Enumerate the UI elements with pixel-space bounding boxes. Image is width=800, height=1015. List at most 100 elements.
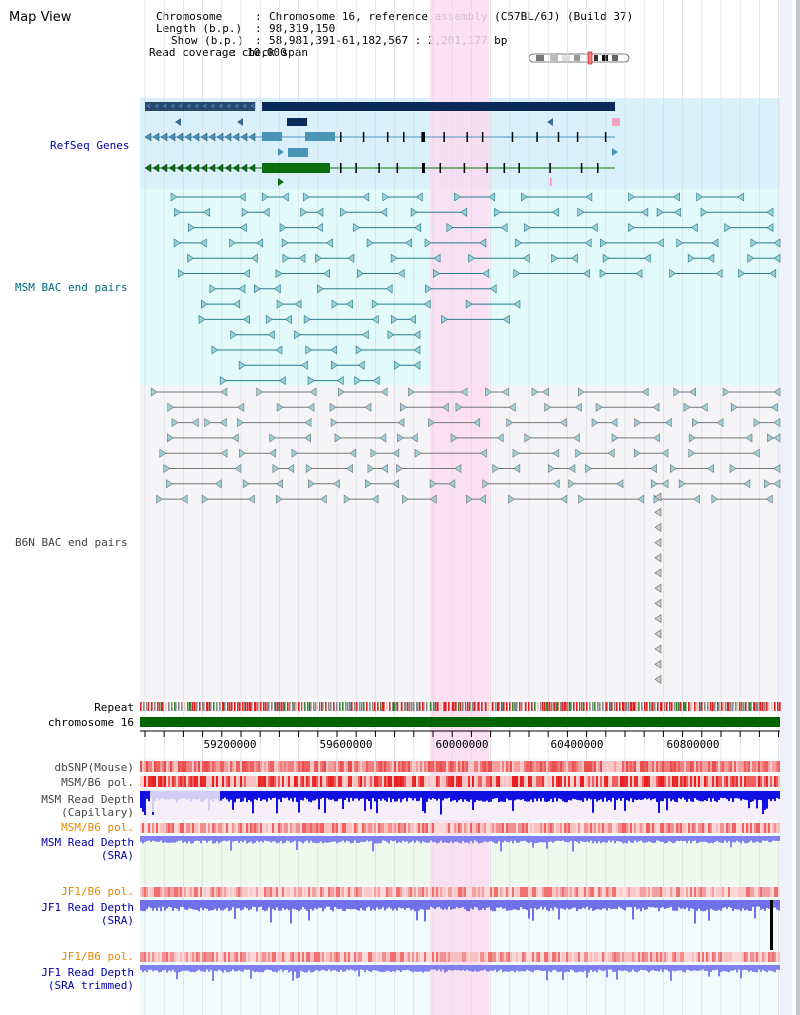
dbsnp-density	[178, 761, 180, 772]
jf1-depth-sra-bar	[522, 900, 524, 909]
msm-b6-pol-density	[390, 776, 392, 787]
msm-depth-cap-bar	[522, 791, 524, 800]
jf1-depth-sra-bar	[242, 900, 244, 910]
msm-depth-cap-bar	[482, 791, 484, 802]
jf1-b6-pol-2-density	[372, 952, 374, 962]
b6n-bac-pair-end	[480, 448, 487, 458]
repeat-element	[683, 702, 685, 711]
repeat-element	[502, 702, 504, 711]
jf1-b6-pol-density	[306, 887, 308, 897]
msm-b6-pol-2-density	[306, 823, 308, 833]
repeat-element	[762, 702, 764, 711]
msm-bac-pair-end	[628, 192, 636, 202]
jf1-depth-trim-bar	[608, 965, 610, 970]
msm-depth-sra-bar	[392, 836, 394, 842]
jf1-b6-pol-density	[776, 887, 778, 897]
jf1-b6-pol-density	[610, 887, 612, 897]
jf1-b6-pol-density	[686, 887, 688, 897]
msm-depth-cap-bar	[148, 791, 150, 802]
jf1-b6-pol-density	[196, 887, 198, 897]
jf1-depth-trim-bar	[380, 965, 382, 972]
jf1-b6-pol-2-density	[364, 952, 366, 962]
track-label-refseq[interactable]: RefSeq Genes	[50, 139, 130, 152]
track-label-msm-bac[interactable]: MSM BAC end pairs	[15, 281, 128, 294]
jf1-b6-pol-2-density	[474, 952, 476, 962]
jf1-depth-trim-bar	[534, 965, 536, 971]
jf1-b6-pol-2-density	[304, 952, 306, 962]
jf1-b6-pol-density	[662, 887, 664, 897]
msm-depth-cap-bar	[224, 791, 226, 798]
jf1-b6-pol-density	[608, 887, 610, 897]
repeat-element	[380, 702, 382, 711]
jf1-b6-pol-density	[426, 887, 428, 897]
msm-b6-pol-2-density	[520, 823, 522, 833]
repeat-element	[779, 702, 781, 711]
dbsnp-density	[182, 761, 184, 772]
dbsnp-density	[576, 761, 578, 772]
repeat-element	[397, 702, 399, 711]
msm-depth-sra-bar	[638, 836, 640, 842]
b6n-bac-pair-end	[508, 494, 516, 504]
msm-bac-pair-end	[230, 330, 238, 340]
repeat-element	[213, 702, 215, 711]
jf1-depth-trim-bar	[486, 965, 488, 972]
msm-depth-cap-bar	[450, 791, 452, 802]
jf1-depth-trim-bar	[448, 965, 450, 970]
repeat-element	[174, 702, 176, 711]
jf1-depth-trim-bar	[498, 965, 500, 971]
dbsnp-density	[568, 761, 570, 772]
msm-depth-sra-bar	[728, 836, 730, 841]
jf1-b6-pol-density	[388, 887, 390, 897]
msm-depth-cap-bar	[754, 791, 756, 800]
dbsnp-density	[652, 761, 654, 772]
jf1-b6-pol-2-density	[670, 952, 672, 962]
b6n-bac-pair-end	[773, 463, 781, 474]
jf1-depth-sra-bar	[536, 900, 538, 910]
jf1-b6-pol-density	[308, 887, 310, 897]
repeat-element	[537, 702, 539, 711]
jf1-b6-pol-density	[474, 887, 476, 897]
jf1-depth-sra-bar	[640, 900, 642, 912]
jf1-depth-sra-bar	[502, 900, 504, 909]
jf1-depth-sra-bar	[562, 900, 564, 909]
gene-exon-tick	[422, 163, 425, 173]
repeat-element	[616, 702, 618, 711]
gene-exon-tick	[557, 132, 560, 142]
track-label-b6n-bac[interactable]: B6N BAC end pairs	[15, 536, 128, 549]
msm-b6-pol-2-density	[166, 823, 168, 833]
jf1-b6-pol-density	[286, 887, 288, 897]
msm-b6-pol-density	[698, 776, 700, 787]
jf1-depth-sra-bar	[140, 900, 142, 911]
repeat-element	[657, 702, 659, 711]
jf1-b6-pol-2-density	[416, 952, 418, 962]
dbsnp-density	[558, 761, 560, 772]
jf1-depth-trim-bar	[402, 965, 404, 971]
jf1-depth-sra-bar	[478, 900, 480, 911]
msm-depth-cap-bar	[256, 791, 258, 801]
jf1-depth-trim-bar	[560, 965, 562, 972]
msm-b6-pol-density	[220, 776, 222, 787]
b6n-bac-pair-end	[743, 479, 751, 489]
jf1-b6-pol-2-density	[176, 952, 178, 962]
jf1-b6-pol-density	[488, 887, 490, 897]
repeat-element	[728, 702, 730, 711]
msm-depth-cap-bar	[548, 791, 550, 802]
repeat-element	[757, 702, 759, 711]
msm-depth-cap-bar	[708, 791, 710, 799]
dbsnp-density	[572, 761, 574, 772]
msm-depth-cap-bar	[252, 791, 254, 814]
jf1-depth-trim-bar	[166, 965, 168, 973]
msm-b6-pol-2-density	[596, 823, 598, 833]
msm-b6-pol-2-density	[676, 823, 678, 833]
msm-bac-pair-end	[173, 238, 181, 248]
repeat-element	[244, 702, 246, 711]
jf1-depth-trim-bar	[210, 965, 212, 970]
gene-arrow	[224, 163, 232, 173]
msm-depth-cap-bar	[248, 791, 250, 800]
gene-arrow	[192, 163, 200, 173]
b6n-bac-pair-end	[552, 479, 560, 489]
jf1-b6-pol-density	[526, 887, 528, 897]
msm-b6-pol-2-density	[506, 823, 508, 833]
jf1-b6-pol-2-density	[722, 952, 724, 962]
